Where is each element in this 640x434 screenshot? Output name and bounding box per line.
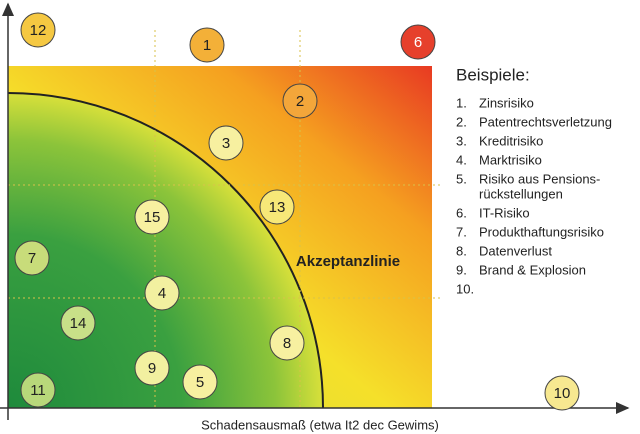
risk-node <box>259 189 295 225</box>
risk-node-label: 1 <box>203 37 211 54</box>
legend-text: Zinsrisiko <box>479 95 534 110</box>
risk-node-label: 2 <box>296 93 304 110</box>
risk-node-label: 4 <box>158 285 166 302</box>
acceptance-line <box>7 92 324 409</box>
legend-number: 4. <box>456 152 467 167</box>
legend-number: 1. <box>456 95 467 110</box>
legend-number: 2. <box>456 114 467 129</box>
legend-text: Kreditrisiko <box>479 133 543 148</box>
risk-node <box>208 125 244 161</box>
legend-text: Produkthaftungsrisiko <box>479 224 604 239</box>
risk-node-label: 8 <box>283 335 291 352</box>
risk-node <box>189 27 225 63</box>
risk-node <box>14 240 50 276</box>
curve-label: Akzeptanzlinie <box>296 253 400 270</box>
risk-node-label: 14 <box>70 315 87 332</box>
risk-node <box>282 83 318 119</box>
risk-node-label: 10 <box>554 385 571 402</box>
legend-text: IT-Risiko <box>479 205 530 220</box>
risk-node-label: 5 <box>196 374 204 391</box>
risk-node <box>544 375 580 411</box>
legend-number: 10. <box>456 281 474 296</box>
risk-node <box>182 364 218 400</box>
risk-node-label: 9 <box>148 360 156 377</box>
legend: 1. Zinsrisiko 2. Patentrechtsverletzung 3. Kr… <box>456 95 612 296</box>
x-axis-label: Schadensausmaß (etwa It2 dec Gewims) <box>201 417 439 432</box>
legend-number: 6. <box>456 205 467 220</box>
legend-text: Brand & Explosion <box>479 262 586 277</box>
legend-number: 3. <box>456 133 467 148</box>
legend-text: Marktrisiko <box>479 152 542 167</box>
legend-text: Risiko aus Pensions- <box>479 171 600 186</box>
risk-node <box>60 305 96 341</box>
risk-node-label: 13 <box>269 199 286 216</box>
risk-node-label: 12 <box>30 22 47 39</box>
risk-node <box>400 24 436 60</box>
risk-node-label: 7 <box>28 250 36 267</box>
risk-node <box>269 325 305 361</box>
legend-title: Beispiele: <box>456 65 530 84</box>
risk-node <box>134 199 170 235</box>
legend-number: 5. <box>456 171 467 186</box>
risk-node <box>20 12 56 48</box>
nodes: 12 1 6 2 3 15 13 7 4 14 8 9 5 11 10 <box>14 12 580 411</box>
legend-number: 9. <box>456 262 467 277</box>
risk-node-label: 3 <box>222 135 230 152</box>
risk-node <box>144 275 180 311</box>
legend-text: Datenverlust <box>479 243 552 258</box>
risk-node <box>134 350 170 386</box>
legend-text: rückstellungen <box>479 186 563 201</box>
legend-text: Patentrechtsverletzung <box>479 114 612 129</box>
legend-number: 7. <box>456 224 467 239</box>
risk-node-label: 6 <box>414 34 422 51</box>
legend-number: 8. <box>456 243 467 258</box>
risk-node-label: 11 <box>30 382 46 399</box>
risk-node-label: 15 <box>144 209 161 226</box>
risk-node <box>20 372 56 408</box>
